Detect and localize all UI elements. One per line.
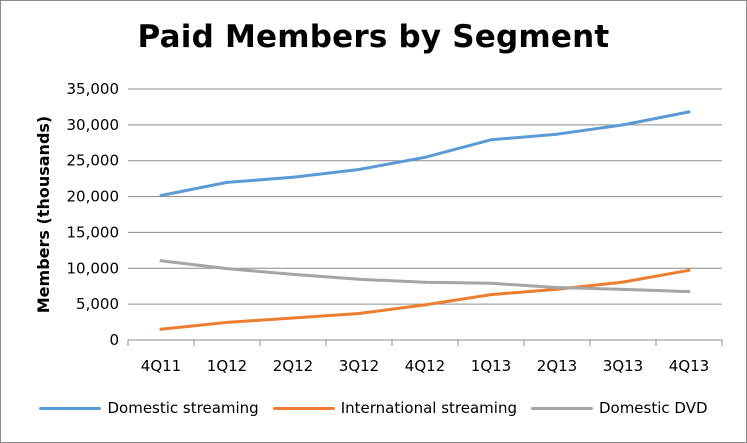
data-point-domestic-dvd	[621, 287, 625, 291]
data-point-domestic-dvd	[489, 281, 493, 285]
legend-item-domestic-dvd: Domestic DVD	[530, 399, 708, 417]
data-point-domestic-dvd	[555, 286, 559, 290]
chart-legend: Domestic streaming International streamin…	[1, 399, 746, 417]
x-tick-label: 4Q12	[405, 357, 445, 375]
x-tick-label: 3Q12	[339, 357, 379, 375]
data-point-domestic-streaming	[489, 138, 493, 142]
legend-label: Domestic streaming	[107, 399, 259, 417]
series-line-domestic-dvd	[159, 259, 691, 294]
data-point-international-streaming	[423, 303, 427, 307]
data-point-international-streaming	[159, 327, 163, 331]
x-tick-label: 2Q12	[273, 357, 313, 375]
series-line-international-streaming	[159, 268, 691, 331]
legend-swatch	[530, 406, 593, 410]
y-tick-label: 5,000	[76, 295, 119, 313]
data-point-domestic-streaming	[291, 175, 295, 179]
data-point-international-streaming	[357, 312, 361, 316]
legend-item-domestic-streaming: Domestic streaming	[39, 399, 259, 417]
y-tick-label: 10,000	[67, 259, 120, 277]
data-point-domestic-streaming	[423, 155, 427, 159]
x-tick-label: 1Q12	[207, 357, 247, 375]
y-tick-label: 20,000	[67, 188, 120, 206]
x-tick-label: 4Q11	[141, 357, 181, 375]
y-tick-label: 15,000	[67, 223, 120, 241]
data-point-international-streaming	[489, 293, 493, 297]
y-tick-label: 0	[109, 331, 119, 349]
data-point-domestic-dvd	[159, 259, 163, 263]
y-tick-label: 35,000	[67, 80, 120, 98]
data-point-domestic-streaming	[621, 123, 625, 127]
x-tick-label: 1Q13	[471, 357, 511, 375]
y-tick-label: 25,000	[67, 152, 120, 170]
data-point-domestic-streaming	[555, 132, 559, 136]
y-tick-label: 30,000	[67, 116, 120, 134]
y-axis-label: Members (thousands)	[34, 116, 53, 313]
legend-item-international-streaming: International streaming	[272, 399, 517, 417]
data-point-international-streaming	[225, 320, 229, 324]
x-tick-label: 2Q13	[537, 357, 577, 375]
data-point-domestic-streaming	[225, 180, 229, 184]
data-point-domestic-dvd	[225, 267, 229, 271]
data-point-domestic-streaming	[687, 110, 691, 114]
data-point-international-streaming	[621, 280, 625, 284]
legend-label: International streaming	[340, 399, 517, 417]
data-point-international-streaming	[687, 268, 691, 272]
data-point-domestic-dvd	[687, 290, 691, 294]
legend-swatch	[272, 406, 335, 410]
legend-label: Domestic DVD	[598, 399, 708, 417]
data-point-domestic-streaming	[357, 167, 361, 171]
data-point-domestic-dvd	[357, 277, 361, 281]
chart-title: Paid Members by Segment	[137, 19, 610, 55]
data-point-domestic-dvd	[291, 272, 295, 276]
data-point-international-streaming	[291, 316, 295, 320]
x-tick-label: 4Q13	[669, 357, 709, 375]
x-tick-label: 3Q13	[603, 357, 643, 375]
legend-swatch	[39, 406, 102, 410]
data-point-domestic-dvd	[423, 280, 427, 284]
data-point-domestic-streaming	[159, 193, 163, 197]
